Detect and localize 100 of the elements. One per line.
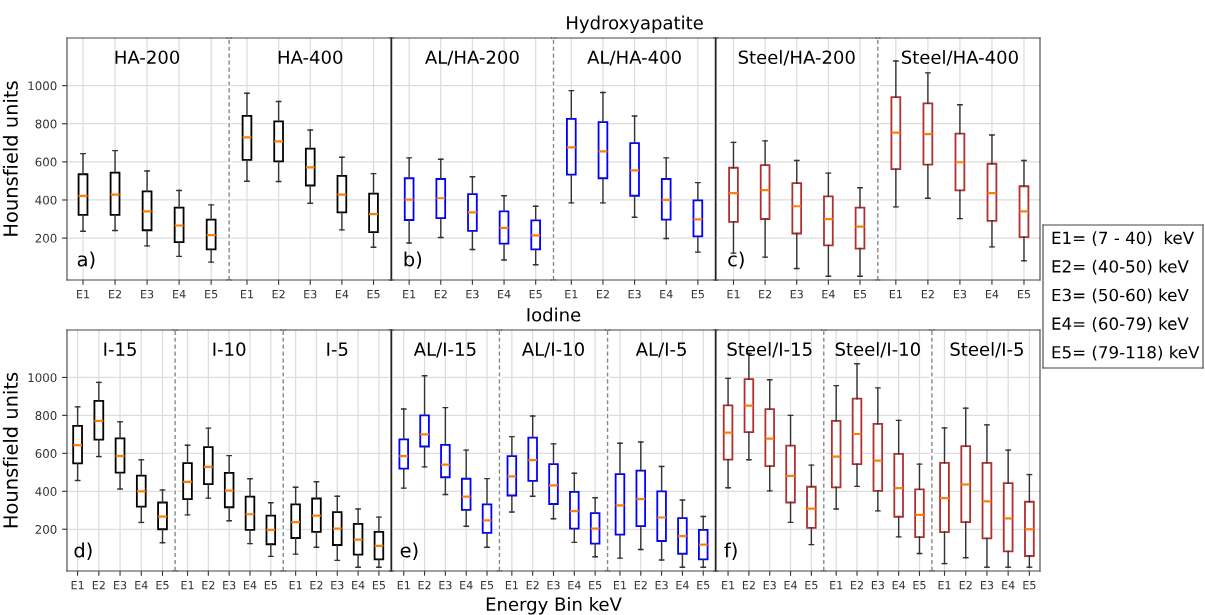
- y-tick-label: 800: [35, 411, 57, 421]
- x-tick-label: E1: [403, 290, 416, 299]
- x-tick-label: E5: [529, 290, 542, 299]
- x-tick-label: E2: [526, 580, 539, 590]
- x-tick-label: E3: [628, 289, 641, 299]
- x-tick-label: E2: [434, 289, 447, 299]
- y-tick-label: 200: [35, 524, 57, 534]
- text: I-5: [327, 342, 348, 357]
- x-tick-label: E4: [352, 581, 365, 590]
- x-tick-label: E1: [71, 581, 84, 590]
- x-tick-label: E3: [655, 580, 668, 590]
- y-tick-label: 1000: [28, 81, 57, 91]
- x-tick-label: E4: [135, 581, 148, 590]
- x-tick-label: E3: [439, 580, 452, 590]
- y-tick-label: 600: [35, 449, 57, 458]
- annotation: c): [728, 251, 744, 269]
- text: Steel/HA-200: [738, 50, 855, 66]
- x-tick-label: E3: [223, 580, 236, 590]
- x-tick-label: E1: [889, 290, 902, 299]
- x-tick-label: E3: [790, 289, 803, 299]
- x-tick-label: E1: [614, 581, 626, 590]
- y-tick-label: 400: [35, 487, 57, 496]
- x-tick-label: E5: [854, 290, 867, 299]
- x-tick-label: E5: [1018, 290, 1031, 299]
- x-tick-label: E3: [980, 580, 994, 590]
- text: HA-200: [115, 50, 180, 65]
- x-tick-label: E2: [851, 580, 863, 590]
- x-tick-label: E1: [722, 581, 735, 590]
- text: E4= (60-79) keV: [1052, 317, 1189, 332]
- text: Steel/I-10: [835, 342, 920, 358]
- x-tick-label: E4: [335, 290, 349, 299]
- x-tick-label: E3: [953, 289, 967, 299]
- text: Steel/HA-400: [901, 50, 1018, 66]
- text: AL/I-5: [635, 342, 686, 358]
- x-tick-label: E1: [289, 581, 302, 590]
- text: AL/HA-200: [425, 50, 519, 66]
- x-tick-label: E3: [547, 580, 560, 590]
- x-tick-label: E2: [92, 580, 105, 590]
- x-tick-label: E4: [822, 290, 835, 299]
- y-tick-label: 600: [35, 157, 57, 167]
- x-tick-label: E5: [156, 581, 169, 590]
- x-tick-label: E1: [727, 290, 740, 299]
- x-tick-label: E4: [460, 581, 473, 590]
- x-tick-label: E1: [938, 581, 951, 590]
- x-tick-label: E3: [304, 289, 317, 299]
- x-tick-label: E4: [173, 290, 186, 299]
- x-tick-label: E5: [372, 581, 385, 590]
- x-tick-label: E3: [141, 289, 154, 299]
- x-tick-label: E2: [418, 580, 431, 590]
- x-tick-label: E2: [202, 580, 215, 590]
- chart-subtitle: Iodine: [527, 307, 581, 322]
- x-tick-label: E3: [871, 580, 884, 590]
- text: AL/I-10: [521, 342, 584, 358]
- x-tick-label: E4: [660, 290, 673, 299]
- x-tick-label: E4: [244, 581, 257, 590]
- y-tick-label: 200: [35, 233, 57, 243]
- y-tick-label: 400: [35, 195, 57, 205]
- text: HA-400: [278, 50, 343, 65]
- text: E5= (79-118) keV: [1052, 345, 1200, 361]
- text: E1= (7 - 40) keV: [1052, 231, 1194, 247]
- x-tick-label: E1: [565, 290, 578, 299]
- x-tick-label: E4: [676, 581, 689, 590]
- x-tick-label: E3: [331, 580, 344, 590]
- text: Steel/I-15: [727, 342, 812, 358]
- x-tick-label: E2: [959, 580, 972, 590]
- text: I-10: [213, 342, 246, 357]
- x-tick-label: E5: [805, 581, 818, 590]
- x-tick-label: E2: [109, 289, 121, 299]
- x-tick-label: E2: [272, 289, 285, 299]
- x-tick-label: E5: [691, 290, 704, 299]
- y-tick-label: 800: [35, 119, 57, 129]
- text: E3= (50-60) keV: [1052, 288, 1189, 304]
- annotation: b): [404, 251, 422, 269]
- y-axis-title: Hounsfield units: [2, 81, 18, 236]
- x-tick-label: E5: [367, 290, 380, 299]
- text: I-15: [104, 342, 136, 357]
- x-tick-label: E2: [742, 580, 755, 590]
- x-axis-title: Energy Bin keV: [486, 597, 622, 615]
- text: AL/I-15: [413, 342, 476, 358]
- x-tick-label: E4: [568, 581, 581, 590]
- x-tick-label: E4: [892, 581, 906, 590]
- x-tick-label: E5: [264, 581, 277, 590]
- x-tick-label: E1: [397, 581, 410, 590]
- text: E2= (40-50) keV: [1052, 259, 1189, 275]
- x-tick-label: E2: [921, 289, 934, 299]
- text: AL/HA-400: [587, 50, 681, 66]
- x-tick-label: E1: [830, 581, 843, 590]
- x-tick-label: E2: [310, 580, 323, 590]
- x-tick-label: E3: [466, 289, 479, 299]
- x-tick-label: E5: [1023, 581, 1036, 590]
- x-tick-label: E5: [697, 581, 710, 590]
- x-tick-label: E1: [181, 581, 194, 590]
- x-tick-label: E5: [205, 290, 218, 299]
- x-tick-label: E1: [505, 581, 518, 590]
- x-tick-label: E1: [77, 290, 90, 299]
- x-tick-label: E4: [784, 581, 797, 590]
- x-tick-label: E2: [597, 289, 609, 299]
- x-tick-label: E3: [763, 580, 776, 590]
- annotation: f): [724, 542, 737, 560]
- x-tick-label: E4: [498, 290, 511, 299]
